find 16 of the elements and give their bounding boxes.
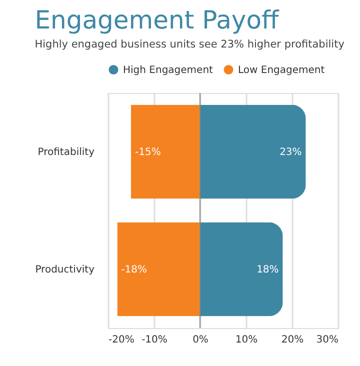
chart-subtitle: Highly engaged business units see 23% higher profitability <box>34 38 344 50</box>
legend-label: High Engagement <box>123 64 214 76</box>
x-tick-label: 30% <box>316 334 338 346</box>
x-tick-label: -10% <box>142 334 168 346</box>
chart-title: Engagement Payoff <box>34 6 280 34</box>
data-label: 23% <box>280 146 302 158</box>
legend-label: Low Engagement <box>238 64 325 76</box>
data-label: -15% <box>135 146 161 158</box>
data-label: -18% <box>121 264 148 276</box>
x-tick-label: 20% <box>281 334 304 346</box>
x-tick-label: 0% <box>192 334 208 346</box>
y-tick-label: Profitability <box>38 146 95 158</box>
data-label: 18% <box>256 264 279 276</box>
y-tick-label: Productivity <box>35 264 95 276</box>
x-tick-label: 10% <box>235 334 258 346</box>
x-tick-label: -20% <box>108 334 134 346</box>
